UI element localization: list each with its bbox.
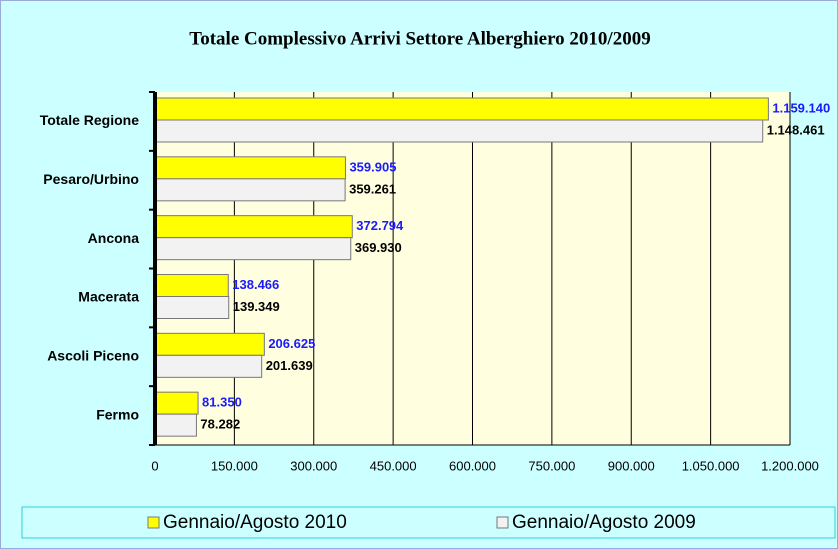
x-tick-label: 900.000 bbox=[608, 458, 655, 473]
x-tick-label: 300.000 bbox=[290, 458, 337, 473]
bar bbox=[154, 354, 263, 378]
value-label: 1.148.461 bbox=[767, 122, 825, 137]
bar bbox=[154, 178, 346, 202]
legend-swatch bbox=[496, 516, 509, 529]
x-tick-label: 1.050.000 bbox=[682, 458, 740, 473]
bar bbox=[154, 413, 197, 437]
bar bbox=[154, 97, 769, 121]
bar bbox=[154, 332, 265, 356]
bar bbox=[154, 119, 764, 143]
bar bbox=[154, 215, 353, 239]
value-label: 369.930 bbox=[355, 240, 402, 255]
value-label: 1.159.140 bbox=[772, 100, 830, 115]
y-tick-label: Macerata bbox=[78, 289, 139, 305]
x-tick-label: 150.000 bbox=[211, 458, 258, 473]
y-tick-label: Fermo bbox=[96, 406, 139, 422]
value-label: 78.282 bbox=[200, 417, 240, 432]
y-tick-label: Totale Regione bbox=[40, 112, 140, 128]
x-tick-label: 600.000 bbox=[449, 458, 496, 473]
y-tick-label: Ancona bbox=[88, 230, 140, 246]
value-label: 81.350 bbox=[202, 395, 242, 410]
bar bbox=[154, 391, 199, 415]
x-tick-label: 450.000 bbox=[370, 458, 417, 473]
bar bbox=[154, 156, 346, 180]
value-label: 139.349 bbox=[233, 299, 280, 314]
x-tick-label: 0 bbox=[151, 458, 158, 473]
value-label: 359.905 bbox=[349, 159, 396, 174]
legend-label: Gennaio/Agosto 2010 bbox=[163, 512, 347, 533]
bar bbox=[154, 274, 229, 297]
bar bbox=[154, 296, 230, 319]
value-label: 201.639 bbox=[266, 358, 313, 373]
value-label: 372.794 bbox=[356, 218, 404, 233]
bar bbox=[154, 237, 352, 261]
y-tick-label: Pesaro/Urbino bbox=[43, 171, 139, 187]
chart-title: Totale Complessivo Arrivi Settore Alberg… bbox=[189, 28, 650, 49]
x-tick-label: 1.200.000 bbox=[761, 458, 819, 473]
y-tick-label: Ascoli Piceno bbox=[47, 347, 139, 363]
value-label: 359.261 bbox=[349, 181, 396, 196]
value-label: 206.625 bbox=[268, 336, 315, 351]
legend-label: Gennaio/Agosto 2009 bbox=[512, 512, 696, 533]
legend bbox=[21, 506, 836, 539]
legend-swatch bbox=[147, 516, 160, 529]
value-label: 138.466 bbox=[232, 277, 279, 292]
x-tick-label: 750.000 bbox=[528, 458, 575, 473]
